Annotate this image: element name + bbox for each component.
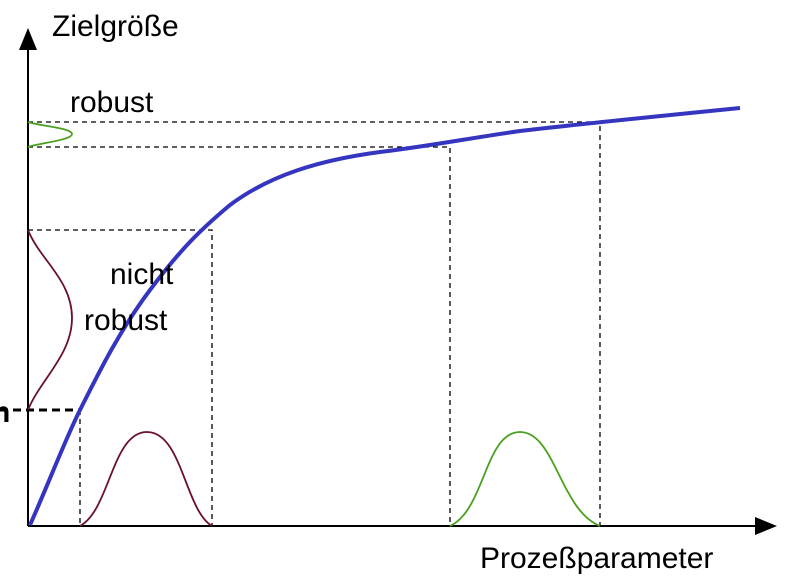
edge-label: n: [0, 396, 10, 429]
y-axis-label: Zielgröße: [52, 10, 179, 43]
input-distribution-robust: [449, 431, 601, 527]
label-robust: robust: [70, 86, 154, 119]
label-not-robust: robust: [84, 304, 168, 337]
x-axis-arrow: [755, 517, 777, 535]
input-distribution-wide: [79, 431, 213, 527]
guide-line: [28, 229, 213, 526]
label-not-robust: nicht: [110, 258, 174, 291]
response-curve: [28, 106, 741, 526]
output-distribution-robust: [27, 121, 73, 148]
x-axis-label: Prozeßparameter: [480, 542, 713, 575]
y-axis-arrow: [19, 28, 37, 50]
output-distribution-wide: [27, 229, 73, 411]
